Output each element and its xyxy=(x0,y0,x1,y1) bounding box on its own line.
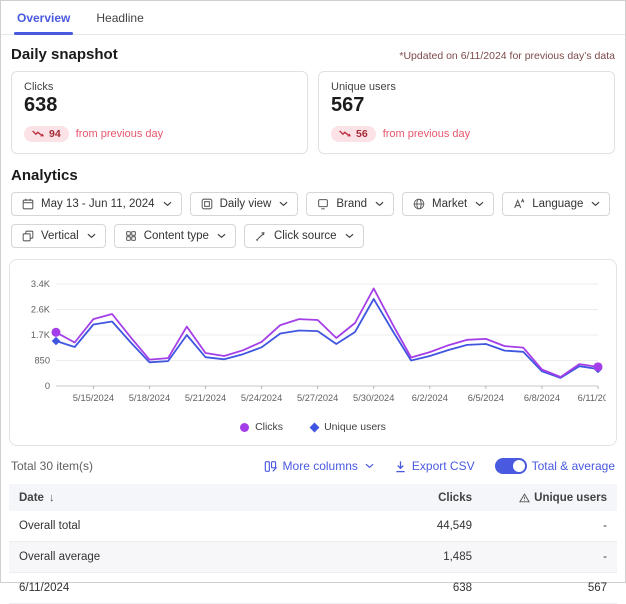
table-summary: Total 30 item(s) xyxy=(11,459,93,473)
market-filter[interactable]: Market xyxy=(402,192,494,216)
chevron-down-icon xyxy=(217,233,226,239)
svg-text:5/18/2024: 5/18/2024 xyxy=(129,393,170,403)
clicks-delta-note: from previous day xyxy=(76,128,163,140)
top-tab-bar: Overview Headline xyxy=(1,1,625,35)
snapshot-cards: Clicks 638 94 from previous day Unique u… xyxy=(11,71,615,154)
svg-text:6/2/2024: 6/2/2024 xyxy=(412,393,448,403)
filter-bar: May 13 - Jun 11, 2024 Daily view Brand M… xyxy=(11,192,615,248)
svg-text:850: 850 xyxy=(34,356,50,366)
clicks-marker-icon xyxy=(240,423,249,432)
analytics-table: Date ↓ Clicks Unique users Overall total… xyxy=(9,484,617,604)
content-type-filter[interactable]: Content type xyxy=(114,224,236,248)
svg-text:5/24/2024: 5/24/2024 xyxy=(241,393,282,403)
content-type-icon xyxy=(124,229,138,243)
chevron-down-icon xyxy=(591,201,600,207)
analytics-title: Analytics xyxy=(11,167,78,184)
trend-down-icon xyxy=(32,130,45,138)
unique-users-delta-badge: 56 xyxy=(331,126,376,142)
column-header-date[interactable]: Date ↓ xyxy=(19,492,357,504)
brand-icon xyxy=(316,197,330,211)
sort-desc-icon: ↓ xyxy=(49,492,55,504)
download-icon xyxy=(394,460,407,473)
svg-text:1.7K: 1.7K xyxy=(31,330,51,340)
unique-users-marker-icon xyxy=(310,422,320,432)
table-row: 6/11/2024 638 567 xyxy=(9,573,617,604)
legend-label: Clicks xyxy=(255,421,283,433)
translate-icon xyxy=(512,197,526,211)
calendar-icon xyxy=(21,197,35,211)
chevron-down-icon xyxy=(345,233,354,239)
vertical-icon xyxy=(21,229,35,243)
chevron-down-icon xyxy=(87,233,96,239)
clicks-card: Clicks 638 94 from previous day xyxy=(11,71,308,154)
chevron-down-icon xyxy=(475,201,484,207)
legend-label: Unique users xyxy=(324,421,386,433)
unique-users-card-label: Unique users xyxy=(331,81,602,93)
click-source-icon xyxy=(254,229,268,243)
total-average-toggle-group: Total & average xyxy=(495,458,615,474)
cell-clicks: 1,485 xyxy=(357,551,472,563)
svg-text:6/5/2024: 6/5/2024 xyxy=(468,393,504,403)
legend-item-unique-users[interactable]: Unique users xyxy=(311,421,386,433)
svg-text:5/15/2024: 5/15/2024 xyxy=(73,393,114,403)
svg-text:0: 0 xyxy=(45,381,50,391)
export-csv-button[interactable]: Export CSV xyxy=(394,459,475,473)
table-row: Overall total 44,549 - xyxy=(9,511,617,542)
analytics-line-chart: 0 850 1.7K 2.6K 3.4K 5/15/2024 5/18/2024 5/21/2… xyxy=(22,270,604,417)
view-granularity-filter[interactable]: Daily view xyxy=(190,192,299,216)
warning-icon xyxy=(519,493,530,503)
date-range-filter[interactable]: May 13 - Jun 11, 2024 xyxy=(11,192,182,216)
chevron-down-icon xyxy=(375,201,384,207)
svg-text:3.4K: 3.4K xyxy=(31,279,51,289)
vertical-filter[interactable]: Vertical xyxy=(11,224,106,248)
cell-date: Overall total xyxy=(19,520,357,532)
clicks-card-value: 638 xyxy=(24,94,295,117)
cell-unique-users: 567 xyxy=(472,582,607,594)
unique-users-card-value: 567 xyxy=(331,94,602,117)
toggle-knob xyxy=(513,460,525,472)
chart-legend: Clicks Unique users xyxy=(22,417,604,441)
column-header-clicks[interactable]: Clicks xyxy=(357,492,472,504)
cell-date: Overall average xyxy=(19,551,357,563)
daily-view-icon xyxy=(200,197,214,211)
clicks-delta-badge: 94 xyxy=(24,126,69,142)
total-average-toggle[interactable] xyxy=(495,458,527,474)
svg-text:5/30/2024: 5/30/2024 xyxy=(353,393,394,403)
toggle-label: Total & average xyxy=(532,459,615,473)
chevron-down-icon xyxy=(279,201,288,207)
trend-down-icon xyxy=(339,130,352,138)
brand-filter[interactable]: Brand xyxy=(306,192,394,216)
more-columns-button[interactable]: More columns xyxy=(264,459,374,473)
click-source-filter[interactable]: Click source xyxy=(244,224,364,248)
chevron-down-icon xyxy=(163,201,172,207)
globe-icon xyxy=(412,197,426,211)
daily-snapshot-title: Daily snapshot xyxy=(11,46,118,63)
column-header-unique-users[interactable]: Unique users xyxy=(472,492,607,504)
cell-clicks: 638 xyxy=(357,582,472,594)
columns-icon xyxy=(264,460,278,473)
language-filter[interactable]: Language xyxy=(502,192,610,216)
legend-item-clicks[interactable]: Clicks xyxy=(240,421,283,433)
cell-clicks: 44,549 xyxy=(357,520,472,532)
svg-text:5/21/2024: 5/21/2024 xyxy=(185,393,226,403)
table-toolbar: Total 30 item(s) More columns Export CSV… xyxy=(11,458,615,474)
cell-unique-users: - xyxy=(472,551,607,563)
chevron-down-icon xyxy=(365,463,374,469)
tab-overview[interactable]: Overview xyxy=(17,1,70,34)
svg-text:2.6K: 2.6K xyxy=(31,305,51,315)
tab-headline[interactable]: Headline xyxy=(96,1,143,34)
analytics-chart-panel: 0 850 1.7K 2.6K 3.4K 5/15/2024 5/18/2024 5/21/2… xyxy=(9,259,617,446)
clicks-card-label: Clicks xyxy=(24,81,295,93)
table-header-row: Date ↓ Clicks Unique users xyxy=(9,484,617,511)
svg-text:6/8/2024: 6/8/2024 xyxy=(524,393,560,403)
cell-unique-users: - xyxy=(472,520,607,532)
svg-text:6/11/2024: 6/11/2024 xyxy=(578,393,606,403)
svg-text:5/27/2024: 5/27/2024 xyxy=(297,393,338,403)
table-row: Overall average 1,485 - xyxy=(9,542,617,573)
unique-users-delta-note: from previous day xyxy=(383,128,470,140)
unique-users-card: Unique users 567 56 from previous day xyxy=(318,71,615,154)
cell-date: 6/11/2024 xyxy=(19,582,357,594)
updated-note: *Updated on 6/11/2024 for previous day’s… xyxy=(399,50,615,62)
